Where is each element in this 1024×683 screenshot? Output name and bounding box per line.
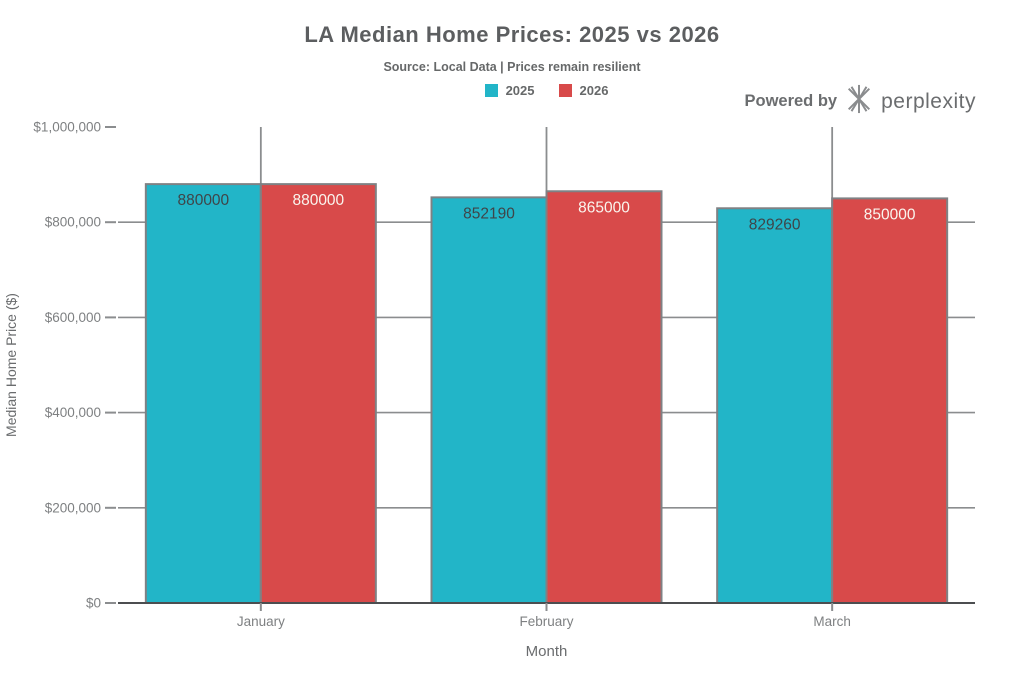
legend-label-2026: 2026 [579,83,609,98]
x-tick-label-march: March [813,614,851,629]
y-tick-label-800000: $800,000 [45,215,101,230]
x-tick-label-january: January [237,614,285,629]
bar-value-label-march-2025: 829260 [749,216,801,233]
legend-item-2026: 2026 [558,83,609,98]
brand-name: perplexity [881,89,976,113]
bar-value-label-january-2025: 880000 [177,192,229,209]
powered-by-label: Powered by [744,92,838,110]
bar-january-2026 [259,183,377,604]
legend-swatch-2025 [484,84,498,97]
powered-by-branding: Powered by perplexity [744,84,976,119]
bar-value-label-february-2026: 865000 [578,199,630,216]
y-tick-label-600000: $600,000 [45,310,101,325]
x-axis-title: Month [526,643,568,660]
bar-value-label-march-2026: 850000 [864,206,916,223]
bar-march-2026 [831,197,949,604]
legend-item-2025: 2025 [484,83,535,98]
bar-february-2026 [545,190,663,604]
bar-value-label-february-2025: 852190 [463,205,515,222]
bar-march-2025 [716,207,834,604]
chart-subtitle: Source: Local Data | Prices remain resil… [383,60,641,74]
legend-label-2025: 2025 [505,83,535,98]
y-tick-label-400000: $400,000 [45,405,101,420]
x-tick-label-february: February [519,614,573,629]
y-tick-label-200000: $200,000 [45,500,101,515]
bar-value-label-january-2026: 880000 [292,192,344,209]
legend-swatch-2026 [558,84,572,97]
legend: 2025 2026 [118,83,975,98]
bar-january-2025 [144,183,262,604]
perplexity-asterisk-icon [844,84,874,119]
y-tick-label-1000000: $1,000,000 [33,120,101,135]
y-tick-label-0: $0 [86,596,101,611]
chart-title: LA Median Home Prices: 2025 vs 2026 [304,22,720,47]
y-axis-title: Median Home Price ($) [3,293,19,437]
bar-february-2025 [430,196,548,604]
